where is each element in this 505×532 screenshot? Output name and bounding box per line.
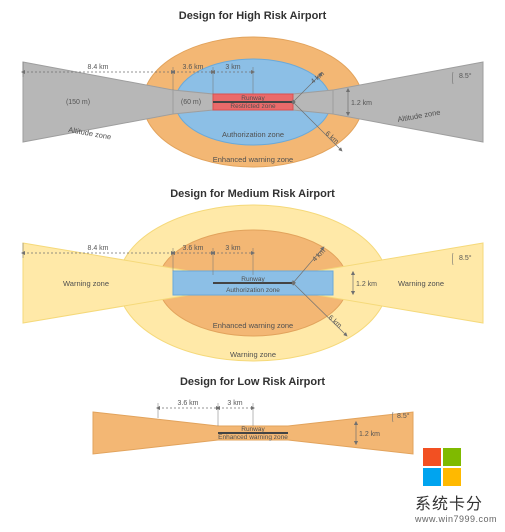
alt-outer-label: (150 m)	[65, 99, 89, 106]
low-risk-diagram: Runway Enhanced warning zone 3.6 km 3 km…	[73, 388, 433, 468]
logo-sq-tr	[443, 448, 461, 466]
dim-inner-l-label: 3 km	[227, 400, 242, 407]
logo-sq-tl	[423, 448, 441, 466]
altitude-zone-right-inner	[293, 90, 333, 114]
dim-side-m-label: 1.2 km	[356, 281, 377, 288]
logo-sq-bl	[423, 468, 441, 486]
dim-outer-label: 8.4 km	[87, 64, 108, 71]
authorization-label-m: Authorization zone	[226, 287, 280, 294]
dim-mid-label: 3.6 km	[182, 64, 203, 71]
alt-mid-label: (60 m)	[180, 99, 200, 106]
low-risk-title: Design for Low Risk Airport	[0, 376, 505, 388]
medium-risk-diagram: Runway Authorization zone Enhanced warni…	[13, 200, 493, 370]
watermark-text: 系统卡分	[415, 490, 497, 514]
medium-risk-title: Design for Medium Risk Airport	[0, 188, 505, 200]
dim-outer-m-label: 8.4 km	[87, 245, 108, 252]
enhanced-warning-label-l: Enhanced warning zone	[218, 434, 288, 441]
high-risk-diagram: Runway Restricted zone Authorization zon…	[13, 22, 493, 182]
enhanced-warning-label: Enhanced warning zone	[212, 155, 292, 164]
high-risk-title: Design for High Risk Airport	[0, 10, 505, 22]
dim-side-label: 1.2 km	[351, 100, 372, 107]
watermark-url: www.win7999.com	[415, 514, 497, 524]
warning-right-label: Warning zone	[398, 279, 444, 288]
microsoft-logo-icon	[423, 448, 497, 486]
runway-label: Runway	[241, 95, 265, 102]
dim-side-l-label: 1.2 km	[359, 431, 380, 438]
dim-inner-label: 3 km	[225, 64, 240, 71]
dim-angle-m-label: 8.5°	[459, 254, 472, 262]
dim-mid-l-label: 3.6 km	[177, 400, 198, 407]
runway-label-m: Runway	[241, 276, 265, 283]
runway-label-l: Runway	[241, 426, 265, 433]
dim-mid-m-label: 3.6 km	[182, 245, 203, 252]
warning-left-label: Warning zone	[63, 279, 109, 288]
dim-angle-label: 8.5°	[459, 72, 472, 80]
dim-inner-m-label: 3 km	[225, 245, 240, 252]
dim-angle-l-label: 8.5°	[397, 412, 410, 420]
authorization-label: Authorization zone	[221, 130, 283, 139]
enhanced-warning-label-m: Enhanced warning zone	[212, 321, 292, 330]
logo-sq-br	[443, 468, 461, 486]
watermark: 系统卡分 www.win7999.com	[415, 448, 497, 524]
warning-label-m: Warning zone	[230, 350, 276, 359]
restricted-label: Restricted zone	[230, 103, 276, 110]
